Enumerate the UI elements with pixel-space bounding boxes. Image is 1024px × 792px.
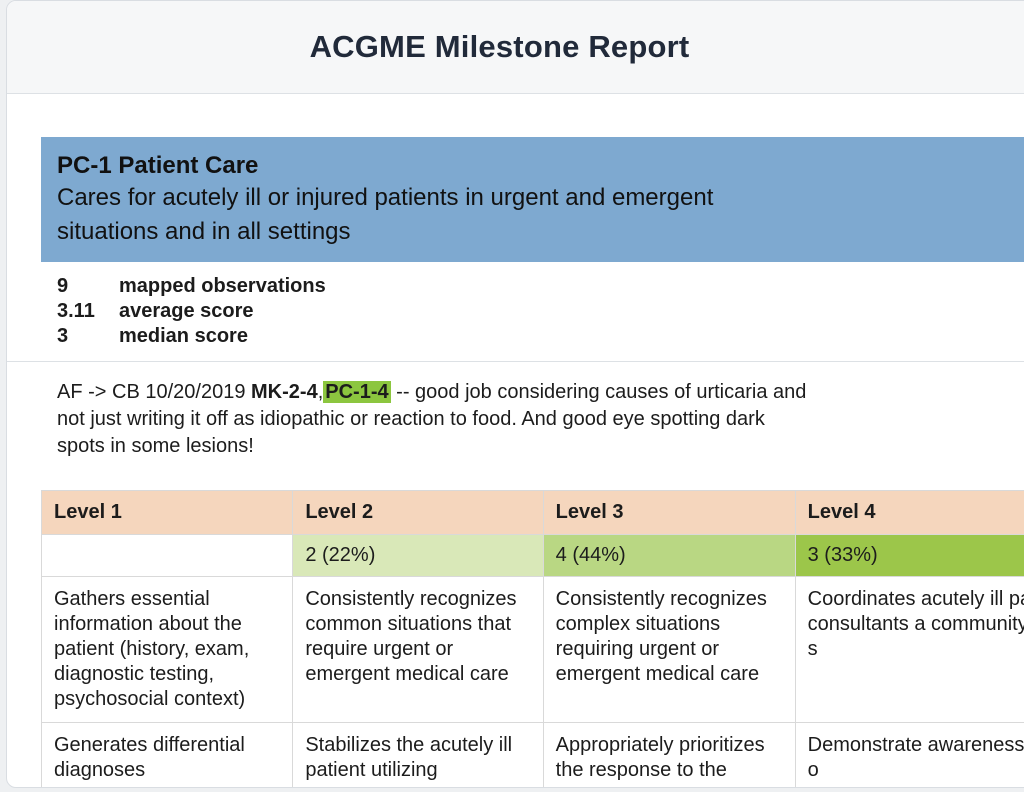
observation-comment: AF -> CB 10/20/2019 MK-2-4, PC-1-4 -- goo… [57,379,817,460]
stat-value: 9 [57,275,69,297]
level-count: 3 (33%) [794,534,1024,577]
milestone-banner: PC-1 Patient Care Cares for acutely ill … [41,137,1024,262]
comment-separator: , [317,381,324,403]
comment-tag-mk: MK-2-4 [251,381,318,403]
comment-tag-pc-highlight: PC-1-4 [323,381,391,403]
level-description: Demonstrate awareness o [794,722,1024,787]
stat-row: 3.11 average score [57,299,326,324]
level-count [40,534,294,577]
page-title: ACGME Milestone Report [309,29,690,64]
milestone-code: PC-1 Patient Care [57,152,259,179]
level-description: Consistently recognizes complex situatio… [542,576,796,723]
level-count: 2 (22%) [292,534,544,577]
stat-row: 9 mapped observations [57,274,326,299]
comment-text: -- good job considering causes of urtica… [57,381,807,457]
stat-label: median score [119,325,248,347]
comment-prefix: AF -> CB 10/20/2019 [57,381,252,403]
level-description: Generates differential diagnoses [40,722,294,787]
level-header-row: Level 1 Level 2 Level 3 Level 4 [40,490,1024,535]
level-count: 4 (44%) [542,534,796,577]
stat-label: mapped observations [119,275,326,297]
level-header: Level 4 [794,490,1024,535]
level-description-row: Generates differential diagnoses Stabili… [40,722,1024,787]
level-description: Coordinates acutely ill pa consultants a… [794,576,1024,723]
report-card: ACGME Milestone Report PC-1 Patient Care… [6,0,1024,788]
level-header: Level 3 [542,490,796,535]
level-description: Stabilizes the acutely ill patient utili… [292,722,544,787]
stat-value: 3.11 [57,300,95,322]
levels-table: Level 1 Level 2 Level 3 Level 4 2 (22%) … [40,490,1024,787]
level-description: Consistently recognizes common situation… [292,576,544,723]
level-header: Level 2 [292,490,544,535]
section-divider [7,361,1024,362]
stat-label: average score [119,300,254,322]
level-description: Appropriately prioritizes the response t… [542,722,796,787]
report-header: ACGME Milestone Report [7,1,1024,94]
stat-row: 3 median score [57,324,326,349]
level-description: Gathers essential information about the … [40,576,294,723]
level-header: Level 1 [40,490,294,535]
stat-value: 3 [57,325,69,347]
level-count-row: 2 (22%) 4 (44%) 3 (33%) [40,534,1024,577]
milestone-description: Cares for acutely ill or injured patient… [57,184,714,245]
milestone-stats: 9 mapped observations 3.11 average score… [57,274,326,349]
level-description-row: Gathers essential information about the … [40,576,1024,723]
